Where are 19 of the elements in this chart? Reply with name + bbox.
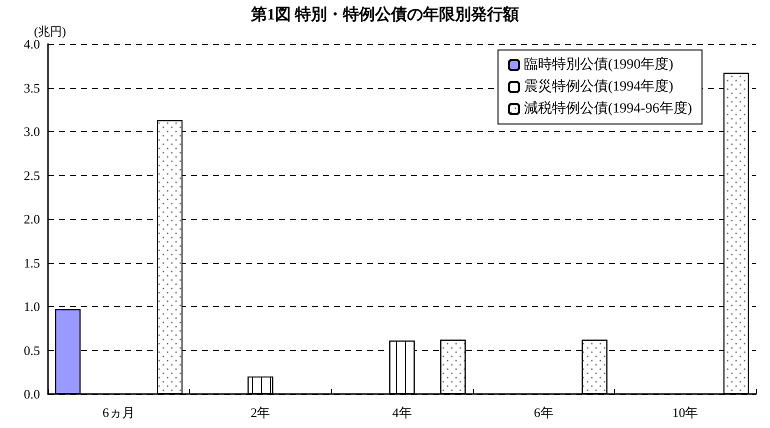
x-tick-label: 6年 — [534, 405, 554, 420]
y-tick-label: 3.0 — [24, 124, 40, 139]
x-tick-label: 2年 — [250, 405, 270, 420]
y-tick-label: 2.0 — [24, 212, 40, 226]
y-tick-label: 3.5 — [24, 80, 40, 96]
legend-label: 減税特例公債(1994-96年度) — [524, 100, 692, 116]
chart-title: 第1図 特別・特例公債の年限別発行額 — [250, 6, 519, 24]
x-tick-label: 10年 — [672, 405, 698, 420]
legend-label: 震災特例公債(1994年度) — [524, 78, 674, 94]
y-tick-label: 0.0 — [24, 386, 40, 402]
x-tick-label: 6ヵ月 — [102, 405, 136, 420]
y-axis-title: (兆円) — [34, 24, 66, 39]
x-tick-label: 4年 — [392, 405, 412, 420]
y-tick-label: 0.5 — [24, 342, 40, 358]
y-tick-label: 4.0 — [24, 36, 40, 52]
y-tick-label: 1.5 — [24, 255, 40, 270]
y-tick-label: 2.5 — [24, 168, 40, 183]
legend-label: 臨時特別公債(1990年度) — [524, 56, 674, 72]
y-tick-label: 1.0 — [24, 299, 40, 314]
